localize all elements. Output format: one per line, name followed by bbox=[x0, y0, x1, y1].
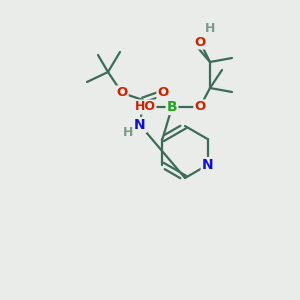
Text: B: B bbox=[167, 100, 177, 114]
Text: H: H bbox=[205, 22, 215, 34]
Text: HO: HO bbox=[134, 100, 155, 113]
Text: N: N bbox=[202, 158, 213, 172]
Text: O: O bbox=[194, 35, 206, 49]
Text: O: O bbox=[158, 86, 169, 100]
Text: N: N bbox=[134, 118, 146, 132]
Text: O: O bbox=[116, 86, 128, 100]
Text: H: H bbox=[123, 125, 133, 139]
Text: O: O bbox=[194, 100, 206, 113]
